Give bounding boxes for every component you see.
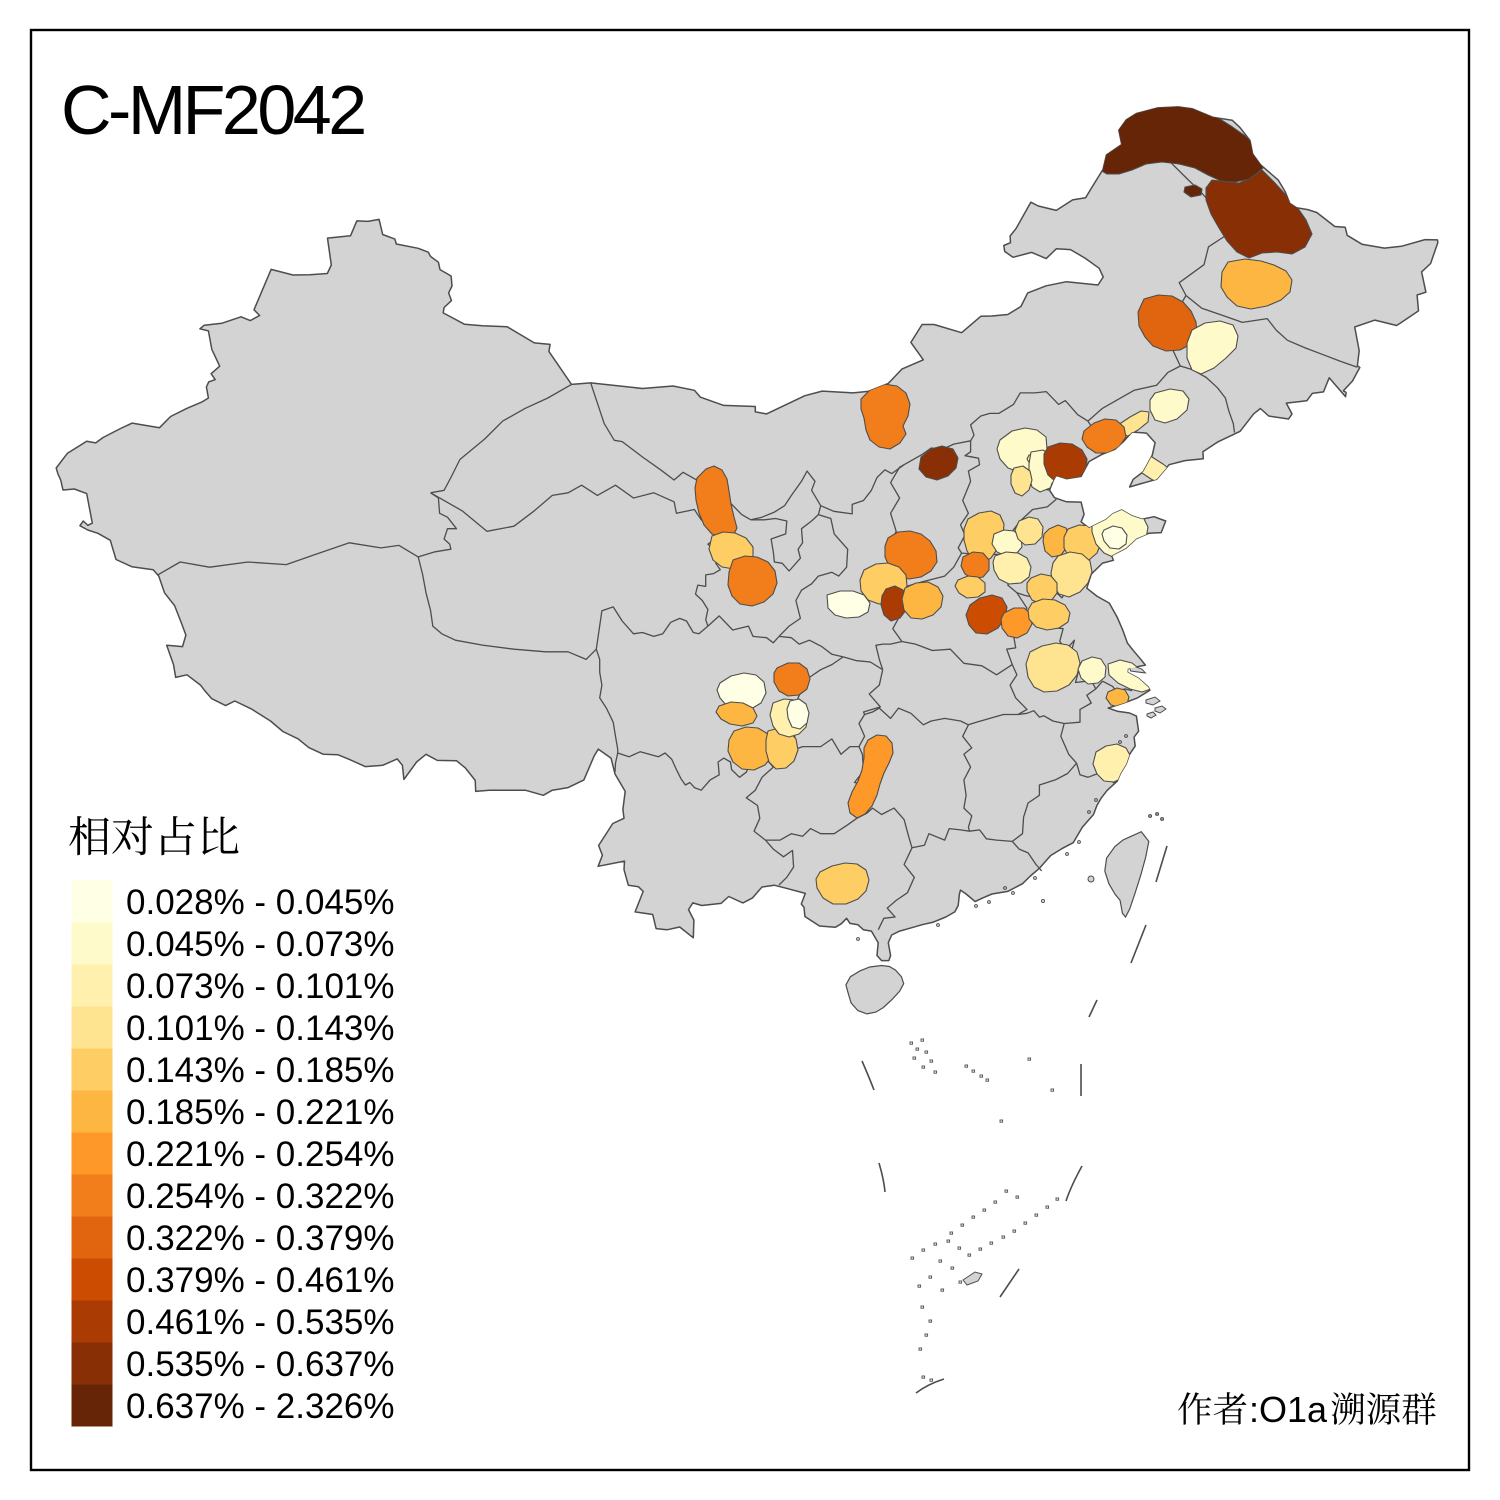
svg-text:0.143% - 0.185%: 0.143% - 0.185% [126,1051,395,1090]
svg-text:0.073% - 0.101%: 0.073% - 0.101% [126,967,395,1006]
svg-text::O1a: :O1a [1249,1389,1328,1430]
svg-text:0.254% - 0.322%: 0.254% - 0.322% [126,1177,395,1216]
svg-text:0.535% - 0.637%: 0.535% - 0.637% [126,1345,395,1384]
svg-text:0.101% - 0.143%: 0.101% - 0.143% [126,1009,395,1048]
svg-text:0.379% - 0.461%: 0.379% - 0.461% [126,1261,395,1300]
svg-text:0.185% - 0.221%: 0.185% - 0.221% [126,1093,395,1132]
svg-text:0.637% - 2.326%: 0.637% - 2.326% [126,1387,395,1426]
svg-text:C-MF2042: C-MF2042 [61,71,364,149]
svg-text:0.221% - 0.254%: 0.221% - 0.254% [126,1135,395,1174]
svg-text:0.461% - 0.535%: 0.461% - 0.535% [126,1303,395,1342]
svg-text:0.028% - 0.045%: 0.028% - 0.045% [126,883,395,922]
svg-text:0.322% - 0.379%: 0.322% - 0.379% [126,1219,395,1258]
svg-text:0.045% - 0.073%: 0.045% - 0.073% [126,925,395,964]
